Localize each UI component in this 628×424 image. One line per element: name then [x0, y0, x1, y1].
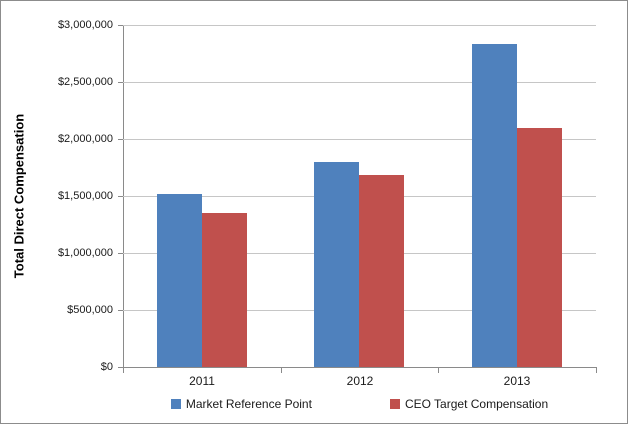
y-axis-title: Total Direct Compensation — [11, 113, 27, 279]
y-tick-label: $2,000,000 — [57, 133, 113, 145]
legend: Market Reference Point CEO Target Compens… — [123, 397, 596, 411]
bar — [472, 44, 517, 367]
legend-swatch-icon — [389, 399, 400, 409]
x-axis-label: 2011 — [189, 374, 215, 388]
y-tick-label: $500,000 — [67, 304, 113, 316]
y-axis-tick — [118, 310, 123, 311]
legend-item: Market Reference Point — [170, 397, 312, 411]
bar — [157, 194, 202, 367]
gridline — [123, 25, 596, 26]
gridline — [123, 139, 596, 140]
x-axis-tick — [438, 368, 439, 373]
x-axis-label: 2012 — [346, 374, 374, 388]
x-axis-tick — [123, 368, 124, 373]
gridline — [123, 82, 596, 83]
legend-swatch-icon — [170, 399, 181, 409]
y-tick-label: $0 — [100, 361, 113, 373]
y-tick-label: $3,000,000 — [57, 19, 113, 31]
legend-label: Market Reference Point — [185, 397, 312, 411]
y-axis-tick — [118, 25, 123, 26]
y-axis-tick — [118, 82, 123, 83]
y-axis-tick — [118, 139, 123, 140]
y-tick-label: $2,500,000 — [57, 76, 113, 88]
legend-item: CEO Target Compensation — [389, 397, 549, 411]
x-axis-tick — [281, 368, 282, 373]
y-axis-tick — [118, 367, 123, 368]
x-axis-tick — [596, 368, 597, 373]
bar — [202, 213, 247, 367]
bar — [517, 128, 562, 367]
legend-label: CEO Target Compensation — [404, 397, 549, 411]
y-axis-tick — [118, 196, 123, 197]
bar — [359, 175, 404, 367]
y-axis-tick — [118, 253, 123, 254]
y-tick-label: $1,500,000 — [57, 190, 113, 202]
bar — [314, 162, 359, 367]
y-tick-label: $1,000,000 — [57, 247, 113, 259]
x-axis-label: 2013 — [503, 374, 531, 388]
